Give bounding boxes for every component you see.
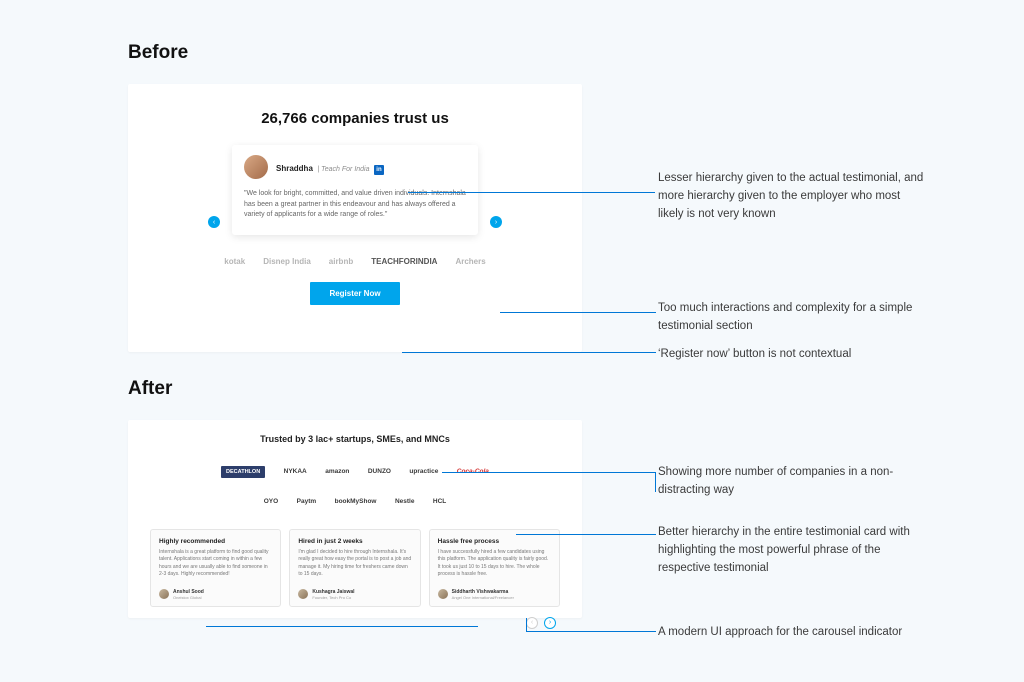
annotation-5: Better hierarchy in the entire testimoni… (658, 524, 928, 577)
after-heading: Trusted by 3 lac+ startups, SMEs, and MN… (150, 434, 560, 444)
testimonial-cards-row: Highly recommended Internshala is a grea… (150, 529, 560, 607)
after-label: After (128, 378, 1024, 400)
card-title: Highly recommended (159, 538, 272, 545)
card-role: Founder, Tech Pro Co (312, 595, 354, 600)
logo-teachforindia: TEACHFORINDIA (371, 257, 437, 266)
annotation-line (516, 534, 656, 535)
card-role: Angel One International/Freelancer (452, 595, 514, 600)
annotation-line (500, 312, 656, 313)
after-mockup: Trusted by 3 lac+ startups, SMEs, and MN… (128, 420, 582, 618)
carousel-next-button[interactable]: › (490, 216, 502, 228)
logo-nestle: Nestle (395, 496, 415, 508)
avatar (244, 155, 268, 179)
logo-dunzo: DUNZO (368, 466, 391, 478)
card-person: Kushagra Jaiswal (312, 589, 354, 595)
card-body: Internshala is a great platform to find … (159, 549, 272, 579)
testimonial-quote: "We look for bright, committed, and valu… (244, 189, 466, 221)
before-heading: 26,766 companies trust us (128, 110, 582, 127)
annotation-3: ‘Register now’ button is not contextual (658, 346, 928, 364)
logo-airbnb: airbnb (329, 257, 353, 266)
testimonial-card: Shraddha | Teach For India in "We look f… (232, 145, 478, 235)
card-person: Anshul Sood (173, 589, 204, 595)
logo-disney: Disnep India (263, 257, 311, 266)
annotation-line (402, 352, 656, 353)
logo-nykaa: NYKAA (284, 466, 307, 478)
register-now-button[interactable]: Register Now (310, 282, 400, 305)
testimonial-card-3: Hassle free process I have successfully … (429, 529, 560, 607)
card-title: Hassle free process (438, 538, 551, 545)
logo-amazon: amazon (325, 466, 349, 478)
logo-oyo: OYO (264, 496, 278, 508)
testimonial-card-2: Hired in just 2 weeks I'm glad I decided… (289, 529, 420, 607)
logo-bookmyshow: bookMyShow (335, 496, 377, 508)
carousel-prev-button[interactable]: ‹ (208, 216, 220, 228)
card-role: Oneistox Global (173, 595, 204, 600)
testimonial-org: Teach For India (321, 166, 369, 173)
logo-archers: Archers (455, 257, 485, 266)
logo-kotak: kotak (224, 257, 245, 266)
before-label: Before (128, 42, 1024, 64)
avatar (438, 589, 448, 599)
annotation-1: Lesser hierarchy given to the actual tes… (658, 170, 928, 223)
linkedin-icon[interactable]: in (374, 165, 384, 175)
testimonial-card-1: Highly recommended Internshala is a grea… (150, 529, 281, 607)
avatar (298, 589, 308, 599)
annotation-6: A modern UI approach for the carousel in… (658, 624, 928, 642)
company-logos-row: kotak Disnep India airbnb TEACHFORINDIA … (128, 257, 582, 266)
avatar (159, 589, 169, 599)
logo-upractice: upractice (409, 466, 438, 478)
card-person: Siddharth Vishwakarma (452, 589, 514, 595)
logo-hcl: HCL (433, 496, 446, 508)
annotation-line (526, 618, 656, 632)
baseline-indicator (206, 626, 478, 627)
card-title: Hired in just 2 weeks (298, 538, 411, 545)
annotation-line (442, 472, 656, 492)
logo-paytm: Paytm (297, 496, 317, 508)
annotation-line (408, 192, 655, 193)
card-body: I'm glad I decided to hire through Inter… (298, 549, 411, 579)
testimonial-name: Shraddha (276, 164, 313, 173)
card-body: I have successfully hired a few candidat… (438, 549, 551, 579)
logo-decathlon: DECATHLON (221, 466, 265, 478)
annotation-4: Showing more number of companies in a no… (658, 464, 928, 500)
annotation-2: Too much interactions and complexity for… (658, 300, 928, 336)
